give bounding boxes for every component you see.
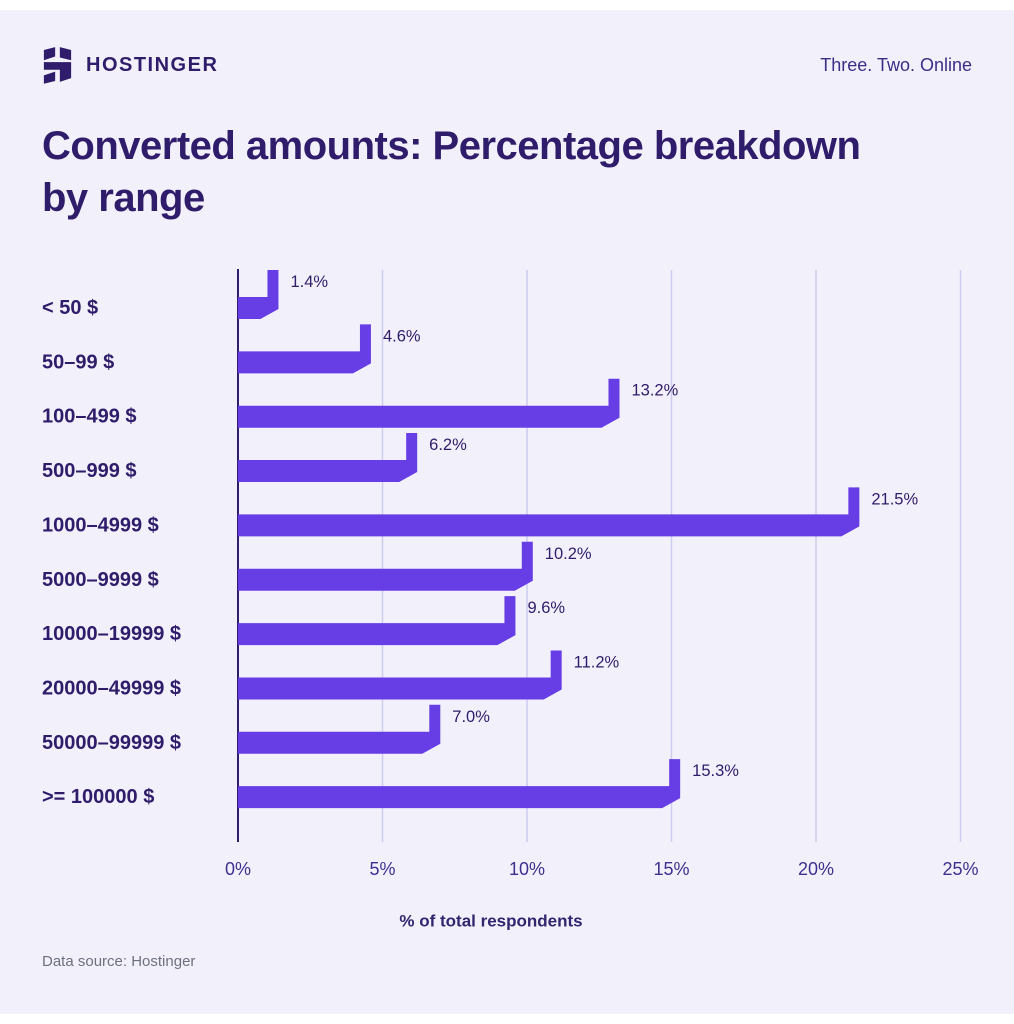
bar-3 (238, 433, 418, 483)
bar-9 (238, 759, 681, 809)
x-tick-label: 5% (369, 859, 395, 879)
bar-8 (238, 704, 441, 754)
bar-value-label: 7.0% (452, 708, 490, 726)
bar-value-label: 21.5% (871, 490, 918, 508)
category-label: 50–99 $ (42, 351, 114, 373)
category-label: 20000–49999 $ (42, 677, 181, 699)
category-label: 5000–9999 $ (42, 569, 159, 591)
bar-value-label: 13.2% (631, 382, 678, 400)
x-tick-label: 20% (798, 859, 834, 879)
bar-value-label: 1.4% (290, 273, 328, 291)
bar-chart: 0% 5% 10% 15% 20% 25% < 50 $ 1.4% 50–99 $ 4.6% 100… (42, 269, 979, 931)
category-label: 500–999 $ (42, 460, 137, 482)
hostinger-logo: HOSTINGER (42, 46, 218, 84)
x-tick-label: 25% (942, 859, 978, 879)
bar-7 (238, 650, 562, 700)
background-card (0, 10, 1014, 1014)
bar-1 (238, 324, 371, 374)
x-axis-title: % of total respondents (399, 912, 582, 931)
bar-value-label: 6.2% (429, 436, 467, 454)
bar-value-label: 4.6% (383, 327, 421, 345)
category-label: 1000–4999 $ (42, 514, 159, 536)
header: HOSTINGER Three. Two. Online (42, 46, 972, 84)
category-label: 100–499 $ (42, 406, 137, 428)
category-label: 10000–19999 $ (42, 623, 181, 645)
hostinger-h-icon (43, 47, 72, 84)
bar-value-label: 11.2% (574, 653, 620, 671)
bar-6 (238, 596, 516, 646)
bar-value-label: 15.3% (692, 762, 739, 780)
brand-tagline: Three. Two. Online (820, 54, 972, 75)
data-source-note: Data source: Hostinger (42, 953, 196, 970)
category-label: 50000–99999 $ (42, 732, 181, 754)
bar-2 (238, 378, 620, 428)
brand-name: HOSTINGER (86, 53, 219, 76)
bar-0 (238, 270, 279, 319)
bar-value-label: 9.6% (527, 599, 565, 617)
chart-area: 0% 5% 10% 15% 20% 25% < 50 $ 1.4% 50–99 $ 4.6% 100… (0, 255, 1014, 960)
category-label: >= 100000 $ (42, 786, 154, 808)
x-tick-label: 0% (225, 859, 251, 879)
bar-5 (238, 541, 533, 591)
bar-value-label: 10.2% (545, 545, 592, 563)
page-title: Converted amounts: Percentage breakdown … (42, 124, 861, 220)
x-tick-label: 15% (653, 859, 689, 879)
x-tick-label: 10% (509, 859, 545, 879)
category-label: < 50 $ (42, 297, 98, 319)
bar-4 (238, 487, 860, 537)
